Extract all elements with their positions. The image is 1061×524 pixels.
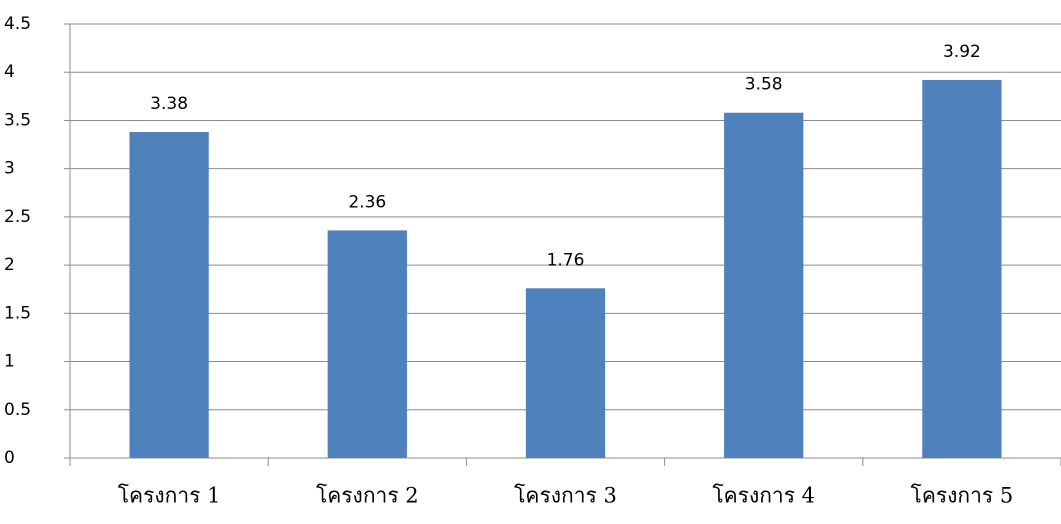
x-tick-label: โครงการ 5 [911,484,1014,508]
x-tick-label: โครงการ 3 [514,484,617,508]
bar [922,79,1002,458]
y-tick-label: 0 [4,448,15,468]
y-tick-label: 1 [4,352,15,372]
y-tick-label: 4 [4,62,15,82]
x-tick-label: โครงการ 4 [712,484,815,508]
value-label: 1.76 [547,250,585,270]
value-label: 3.92 [943,42,981,62]
x-tick-label: โครงการ 2 [316,484,419,508]
bar [327,230,407,458]
y-tick-label: 1.5 [4,303,31,323]
value-label: 2.36 [348,192,386,212]
x-tick-label: โครงการ 1 [118,484,221,508]
bar [525,288,606,458]
y-tick-label: 3 [4,159,15,179]
y-tick-label: 2 [4,255,15,275]
y-tick-label: 0.5 [4,400,31,420]
y-tick-label: 3.5 [4,110,31,130]
y-tick-label: 4.5 [4,14,31,34]
value-label: 3.38 [150,94,188,114]
y-tick-label: 2.5 [4,207,31,227]
value-label: 3.58 [745,75,783,95]
bar [724,112,804,459]
bar [129,132,209,459]
